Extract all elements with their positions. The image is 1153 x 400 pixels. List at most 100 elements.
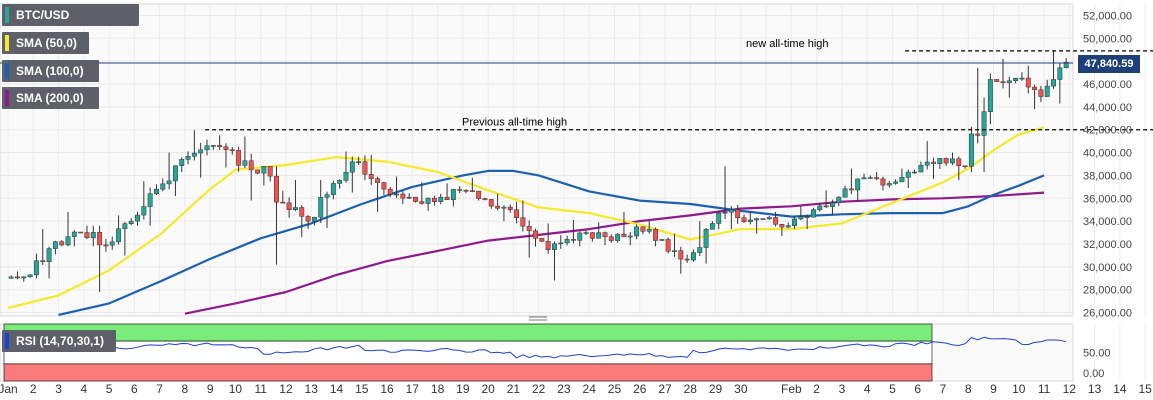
panel-resize-handle[interactable] — [529, 316, 547, 321]
candle-up — [450, 188, 456, 207]
candle-up — [615, 233, 621, 243]
time-tick-label: 10 — [229, 382, 243, 396]
candle-body — [507, 206, 513, 210]
candle-body — [874, 177, 880, 180]
candle-down — [848, 168, 854, 195]
time-tick-label: 22 — [532, 382, 546, 396]
time-tick-label: 30 — [734, 382, 748, 396]
annotations: Previous all-time high new all-time high — [0, 38, 1153, 131]
candle-up — [1013, 77, 1019, 84]
candle-up — [811, 207, 816, 218]
candle-body — [78, 231, 84, 234]
candle-body — [918, 164, 924, 173]
candle-body — [798, 216, 804, 220]
candle-up — [690, 249, 696, 262]
candle-down — [463, 189, 469, 194]
candle-body — [861, 177, 867, 180]
candle-body — [545, 241, 551, 250]
candle-body — [154, 188, 159, 194]
time-tick-label: 20 — [481, 382, 495, 396]
candle-body — [596, 232, 602, 239]
candle-legend-swatch — [5, 7, 9, 23]
candle-up — [558, 235, 564, 249]
candle-down — [684, 254, 690, 263]
candle-body — [248, 160, 254, 171]
candle-body — [469, 190, 475, 192]
candle-body — [520, 217, 526, 227]
time-tick-label: 8 — [182, 382, 189, 396]
price-tick-label: 34,000.00 — [1083, 216, 1132, 228]
candle-body — [773, 217, 779, 225]
candle-body — [684, 258, 690, 261]
time-tick-label: 25 — [608, 382, 622, 396]
candle-body — [46, 248, 52, 263]
candle-body — [514, 209, 520, 218]
sma100-legend-swatch — [5, 63, 9, 79]
candle-body — [40, 260, 46, 263]
candle-down — [381, 181, 387, 195]
candle-body — [747, 219, 753, 222]
candle-up — [1019, 72, 1025, 81]
legend-sma100-label: SMA (100,0) — [16, 64, 84, 78]
time-tick-label: 19 — [456, 382, 470, 396]
candle-up — [634, 224, 640, 240]
candle-body — [33, 260, 39, 276]
legend-rsi[interactable]: RSI (14,70,30,1) — [2, 330, 116, 352]
time-tick-label: 2 — [30, 382, 37, 396]
rsi-tick-label: 0.00 — [1083, 368, 1104, 380]
time-axis[interactable]: Jan 2 3 4 5 6 7 8 9 10 11 12 13 14 15 16 17 18 19 20 21 22 23 2… — [0, 382, 1153, 396]
price-tick-label: 52,000.00 — [1083, 10, 1132, 22]
candle-body — [621, 233, 627, 238]
candle-body — [349, 161, 355, 173]
candle-body — [476, 190, 482, 199]
candle-up — [198, 142, 204, 178]
price-plot-area — [0, 3, 1074, 317]
time-tick-label: 26 — [633, 382, 647, 396]
candle-up — [627, 232, 633, 246]
candle-up — [855, 178, 861, 202]
rsi-overbought-zone — [3, 323, 933, 342]
rsi-legend-swatch — [5, 333, 9, 349]
candle-down — [804, 214, 810, 230]
candle-up — [836, 196, 842, 207]
time-tick-label: 16 — [380, 382, 394, 396]
candle-body — [204, 145, 210, 151]
time-tick-label: 2 — [813, 382, 820, 396]
candle-up — [191, 130, 197, 161]
candle-body — [229, 149, 235, 151]
candle-body — [968, 133, 974, 167]
candle-up — [981, 97, 987, 172]
candle-up — [330, 180, 336, 200]
legend-sma50[interactable]: SMA (50,0) — [2, 32, 89, 54]
candle-down — [975, 68, 981, 144]
candle-body — [147, 193, 153, 207]
candle-up — [343, 151, 349, 183]
legend-instrument[interactable]: BTC/USD (CoinBase) — [2, 4, 139, 44]
rsi-line — [11, 336, 1067, 359]
candle-up — [672, 233, 677, 257]
candle-body — [65, 236, 71, 246]
candle-up — [425, 197, 431, 211]
candle-down — [103, 238, 109, 252]
candle-body — [27, 274, 33, 278]
legend-rsi-label: RSI (14,70,30,1) — [16, 334, 105, 348]
candle-up — [829, 199, 835, 216]
candle-up — [242, 136, 248, 169]
legend-sma200[interactable]: SMA (200,0) — [2, 87, 99, 109]
candle-up — [867, 175, 873, 179]
candle-down — [533, 228, 538, 247]
candle-body — [659, 239, 665, 241]
candle-body — [387, 188, 393, 195]
candle-body — [198, 149, 204, 154]
candle-up — [564, 235, 570, 246]
candle-up — [147, 187, 153, 226]
candle-body — [912, 171, 918, 174]
candle-body — [400, 193, 406, 199]
candle-body — [368, 174, 374, 179]
legend-sma100[interactable]: SMA (100,0) — [2, 60, 99, 82]
time-tick-label: 12 — [1063, 382, 1077, 396]
candle-body — [924, 161, 930, 166]
annotation-label: Previous all-time high — [462, 117, 567, 129]
candle-down — [248, 153, 254, 201]
